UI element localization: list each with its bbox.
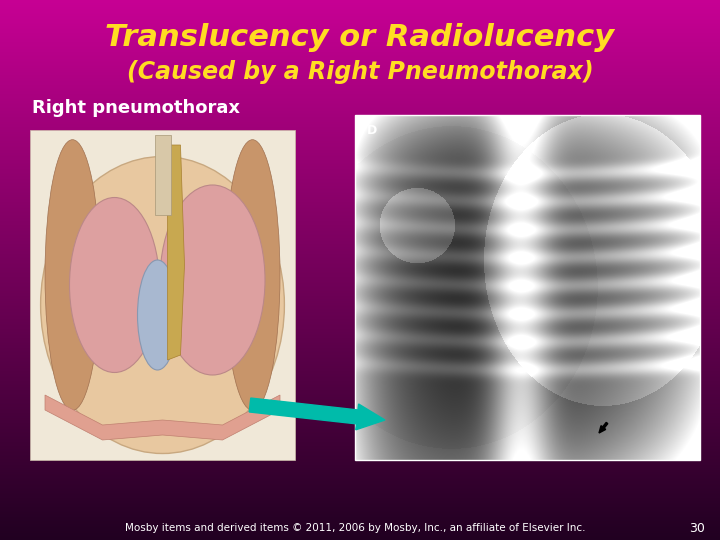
Text: Translucency or Radiolucency: Translucency or Radiolucency [105, 24, 615, 52]
Text: 30: 30 [689, 522, 705, 535]
Bar [155, 135, 171, 215]
Text: Mosby items and derived items © 2011, 2006 by Mosby, Inc., an affiliate of Elsev: Mosby items and derived items © 2011, 20… [125, 523, 585, 533]
Ellipse shape [70, 198, 160, 373]
Ellipse shape [225, 140, 280, 410]
Polygon shape [45, 395, 280, 440]
Bar [355, 115, 700, 460]
FancyArrow shape [599, 422, 608, 433]
FancyArrow shape [249, 398, 385, 430]
Ellipse shape [138, 260, 178, 370]
Ellipse shape [160, 185, 265, 375]
Bar [30, 130, 295, 460]
Ellipse shape [45, 140, 100, 410]
Ellipse shape [40, 157, 284, 454]
Polygon shape [168, 145, 184, 360]
Text: (Caused by a Right Pneumothorax): (Caused by a Right Pneumothorax) [127, 60, 593, 84]
Text: Right pneumothorax: Right pneumothorax [32, 99, 240, 117]
Text: D: D [367, 125, 377, 138]
